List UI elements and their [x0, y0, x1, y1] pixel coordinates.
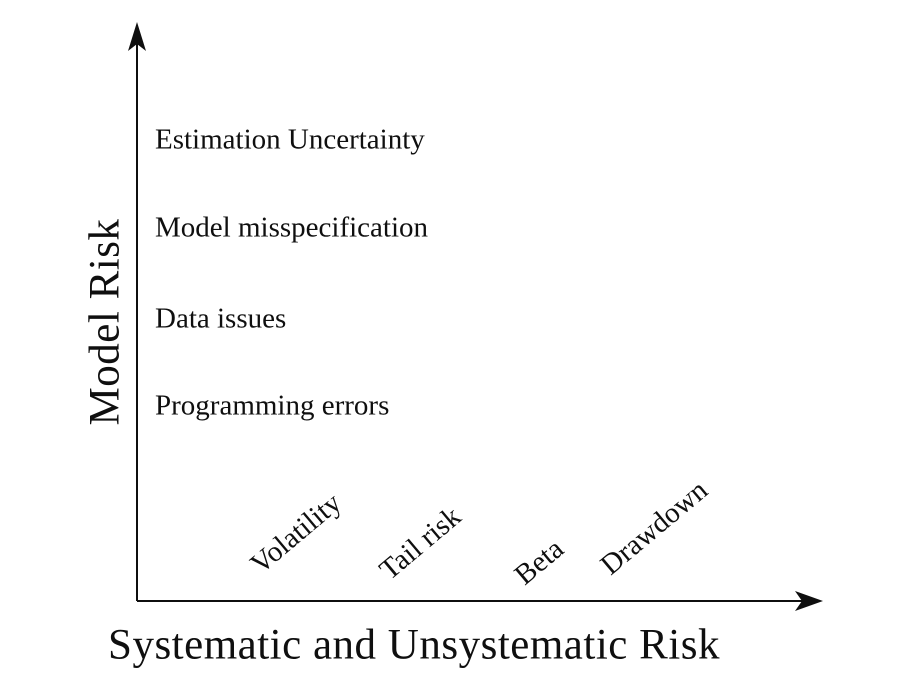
y-axis-item-programming-errors: Programming errors: [155, 389, 390, 422]
x-axis-title: Systematic and Unsystematic Risk: [108, 621, 720, 669]
y-axis-item-estimation-uncertainty: Estimation Uncertainty: [155, 123, 425, 156]
y-axis-title: Model Risk: [81, 218, 129, 426]
y-axis-item-data-issues: Data issues: [155, 302, 287, 335]
y-axis-arrowhead-icon: [128, 22, 146, 51]
y-axis-item-model-misspecification: Model misspecification: [155, 211, 429, 244]
x-axis-arrowhead-icon: [795, 591, 823, 611]
